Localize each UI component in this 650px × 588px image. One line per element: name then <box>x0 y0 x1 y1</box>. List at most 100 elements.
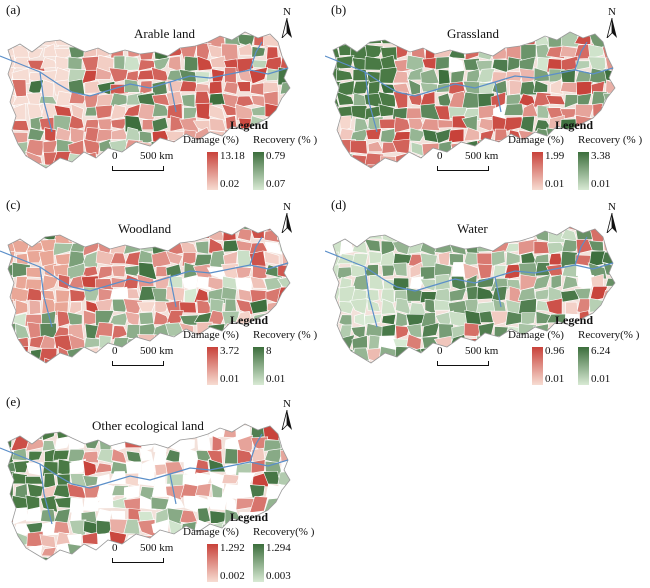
river-line <box>249 433 263 463</box>
recovery-max-value: 1.294 <box>266 542 291 554</box>
county-patch <box>222 363 239 372</box>
river-line <box>364 266 378 328</box>
county-patch <box>11 359 27 363</box>
county-patch <box>122 274 139 290</box>
county-patch <box>602 117 615 132</box>
county-patch <box>333 116 337 132</box>
county-patch <box>437 119 455 129</box>
county-patch <box>8 141 13 156</box>
county-patch <box>550 274 562 290</box>
county-patch <box>619 165 625 180</box>
county-patch <box>8 32 17 35</box>
county-patch <box>8 322 17 339</box>
recovery-color-ramp <box>578 347 589 385</box>
map-region-svg <box>0 226 300 372</box>
scale-bar-line <box>112 361 164 366</box>
river-line <box>574 41 588 71</box>
county-patch <box>377 91 396 108</box>
county-patch <box>337 227 356 233</box>
damage-legend-label: Damage (%) <box>508 134 564 146</box>
damage-min-value: 0.01 <box>220 373 240 385</box>
county-patch <box>352 80 371 95</box>
county-patch <box>194 227 213 232</box>
county-patch <box>576 81 593 96</box>
county-patch <box>365 32 383 37</box>
county-patch <box>179 165 196 168</box>
county-patch <box>13 460 30 473</box>
county-patch <box>508 348 524 362</box>
county-patch <box>392 70 409 84</box>
county-patch <box>11 32 29 36</box>
county-patch <box>433 227 450 232</box>
county-patch <box>53 424 72 426</box>
county-patch <box>406 230 425 241</box>
county-patch <box>333 139 342 157</box>
legend-title: Legend <box>230 510 269 524</box>
county-patch <box>296 290 300 301</box>
county-patch <box>8 339 14 351</box>
county-patch <box>196 435 211 451</box>
county-patch <box>535 43 553 61</box>
panel-title: Woodland <box>118 221 172 236</box>
county-patch <box>165 359 185 363</box>
county-patch <box>8 424 17 426</box>
damage-color-ramp <box>532 347 543 385</box>
county-patch <box>208 104 226 121</box>
county-patch <box>353 359 370 363</box>
county-patch <box>292 255 300 264</box>
county-patch <box>618 299 625 314</box>
county-patch <box>279 81 290 95</box>
county-patch <box>601 311 615 327</box>
region-outline <box>332 31 616 169</box>
county-patch <box>109 311 129 326</box>
county-patch <box>291 264 300 279</box>
county-patch <box>367 360 383 363</box>
county-patch <box>83 556 100 560</box>
county-patch <box>127 45 141 59</box>
county-patch <box>151 116 169 134</box>
county-patch <box>294 347 300 362</box>
county-patch <box>296 558 300 571</box>
county-patch <box>291 543 300 560</box>
county-patch <box>41 227 59 228</box>
scale-value-label: 500 km <box>465 150 499 162</box>
county-patch <box>352 32 368 44</box>
county-patch <box>249 484 266 499</box>
county-patch <box>81 250 100 269</box>
county-patch <box>405 227 423 230</box>
county-patch <box>39 322 57 339</box>
damage-legend-label: Damage (%) <box>183 134 239 146</box>
recovery-color-ramp <box>253 152 264 190</box>
scale-bar-line <box>112 166 164 171</box>
county-patch <box>183 227 196 231</box>
county-patch <box>68 114 85 132</box>
damage-legend-label: Damage (%) <box>183 526 239 538</box>
recovery-min-value: 0.07 <box>266 178 286 190</box>
county-patch <box>381 298 397 315</box>
county-patch <box>619 72 625 85</box>
county-patch <box>276 286 290 303</box>
damage-color-ramp <box>207 152 218 190</box>
county-patch <box>84 106 100 117</box>
county-patch <box>39 32 60 35</box>
north-arrow-icon <box>281 18 292 38</box>
county-patch <box>395 165 411 168</box>
county-patch <box>40 509 56 523</box>
county-patch <box>27 164 43 168</box>
county-patch <box>234 32 254 33</box>
county-patch <box>466 286 479 301</box>
county-patch <box>27 32 41 47</box>
scale-value-label: 500 km <box>140 542 174 554</box>
county-patch <box>535 288 550 301</box>
county-patch <box>28 450 43 462</box>
county-patch <box>26 530 44 547</box>
county-patch <box>208 458 226 473</box>
county-patch <box>279 496 290 512</box>
county-patch <box>380 240 396 257</box>
county-patch <box>421 227 439 243</box>
county-patch <box>421 32 440 47</box>
county-patch <box>296 476 300 488</box>
north-arrow: N <box>602 6 622 38</box>
damage-min-value: 0.002 <box>220 570 245 582</box>
county-patch <box>617 93 625 109</box>
